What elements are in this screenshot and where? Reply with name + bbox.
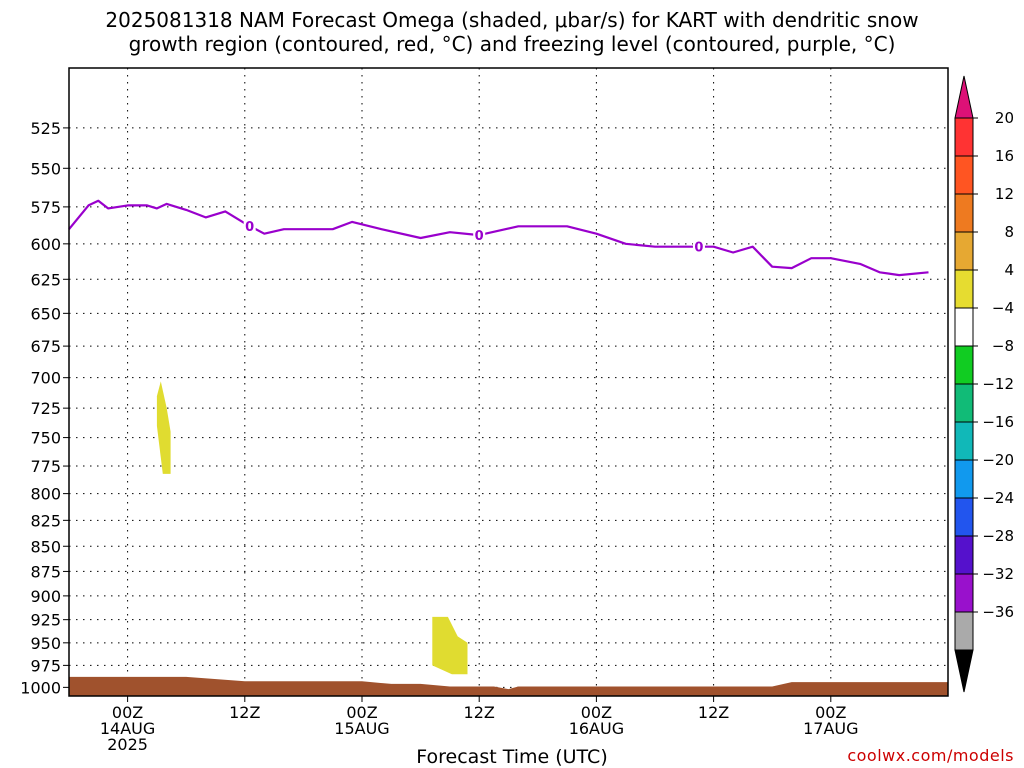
colorbar-bin [954, 155, 974, 195]
colorbar-label: 20 [995, 109, 1014, 127]
x-tick-label: 17AUG [803, 719, 858, 738]
x-tick-label: 15AUG [334, 719, 389, 738]
y-tick-label: 775 [30, 457, 61, 476]
colorbar-label: 8 [1004, 223, 1014, 241]
colorbar-label: 16 [995, 147, 1014, 165]
y-tick-label: 1000 [20, 678, 61, 697]
y-tick-label: 575 [30, 198, 61, 217]
colorbar-label: −4 [992, 299, 1014, 317]
colorbar-bin [954, 117, 974, 157]
colorbar-label: 4 [1004, 261, 1014, 279]
contour-label: 0 [245, 220, 254, 235]
x-axis-label: Forecast Time (UTC) [416, 746, 608, 768]
colorbar-bin [954, 497, 974, 537]
colorbar-bin [954, 383, 974, 423]
contour-label-bg [692, 238, 705, 255]
colorbar-bin [954, 269, 974, 309]
y-tick-label: 625 [30, 270, 61, 289]
x-tick-label: 12Z [698, 703, 729, 722]
colorbar-label: −12 [982, 375, 1014, 393]
colorbar-bin [954, 535, 974, 575]
contour-label: 0 [694, 241, 703, 256]
x-tick-label: 00Z [581, 703, 612, 722]
colorbar-top-arrow [954, 75, 974, 119]
x-tick-label: 00Z [346, 703, 377, 722]
colorbar: 20 16 12 8 4 −4 −8 −12 −16 −20 −24 −28 −32 −36 [954, 75, 1014, 693]
credit-link[interactable]: coolwx.com/models [847, 746, 1014, 765]
colorbar-bin [954, 421, 974, 461]
x-tick-label: 12Z [464, 703, 495, 722]
colorbar-bin [954, 193, 974, 233]
y-tick-label: 900 [30, 587, 61, 606]
data-layer: 0 0 0 [68, 199, 948, 696]
y-tick-label: 525 [30, 119, 61, 138]
colorbar-bin [954, 307, 974, 347]
y-tick-label: 675 [30, 337, 61, 356]
y-tick-label: 600 [30, 235, 61, 254]
omega-region [156, 381, 171, 474]
colorbar-label: −16 [982, 413, 1014, 431]
colorbar-label: −24 [982, 489, 1014, 507]
freezing-level-line [68, 199, 929, 277]
plot-frame [68, 67, 949, 697]
contour-label-bg [473, 227, 486, 244]
y-tick-label: 925 [30, 611, 61, 630]
x-tick-label: 14AUG [100, 719, 155, 738]
y-tick-label: 700 [30, 369, 61, 388]
x-tick-label: 16AUG [569, 719, 624, 738]
colorbar-bin [954, 231, 974, 271]
x-tick-label: 00Z [112, 703, 143, 722]
y-tick-label: 800 [30, 485, 61, 504]
terrain-fill [69, 676, 948, 696]
contour-label-bg [243, 217, 256, 234]
colorbar-label: −20 [982, 451, 1014, 469]
y-tick-label: 825 [30, 511, 61, 530]
y-tick-label: 650 [30, 304, 61, 323]
colorbar-bin [954, 611, 974, 651]
y-tick-label: 550 [30, 159, 61, 178]
y-tick-label: 725 [30, 399, 61, 418]
y-tick-label: 750 [30, 429, 61, 448]
y-tick-label: 850 [30, 537, 61, 556]
x-tick-label: 2025 [107, 735, 148, 754]
colorbar-label: −28 [982, 527, 1014, 545]
x-tick-label: 00Z [815, 703, 846, 722]
chart-title-line2: growth region (contoured, red, °C) and f… [128, 32, 896, 56]
colorbar-label: −8 [992, 337, 1014, 355]
y-tick-label: 875 [30, 562, 61, 581]
colorbar-bin [954, 573, 974, 613]
y-tick-label: 975 [30, 656, 61, 675]
colorbar-label: −36 [982, 603, 1014, 621]
colorbar-bottom-arrow [954, 649, 974, 693]
axes-layer: 525 550 575 600 625 650 675 700 725 750 775 800 825 8… [20, 67, 949, 754]
y-tick-label: 950 [30, 634, 61, 653]
contour-label: 0 [475, 229, 484, 244]
grid-layer [69, 68, 948, 696]
colorbar-bin [954, 459, 974, 499]
colorbar-label: 12 [995, 185, 1014, 203]
colorbar-bin [954, 345, 974, 385]
omega-region [432, 616, 468, 675]
colorbar-label: −32 [982, 565, 1014, 583]
x-tick-label: 12Z [229, 703, 260, 722]
chart-title-line1: 2025081318 NAM Forecast Omega (shaded, μ… [105, 8, 919, 32]
